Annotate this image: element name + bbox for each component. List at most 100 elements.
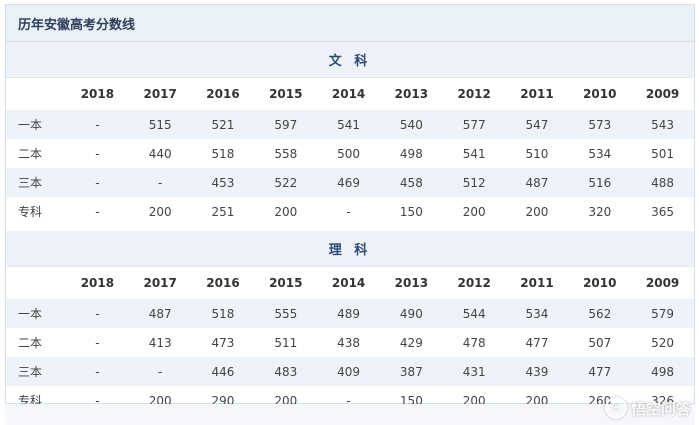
score-cell: 577 (442, 110, 506, 139)
score-cell: 446 (191, 357, 255, 386)
year-header: 2014 (331, 276, 366, 290)
score-cell: 597 (254, 110, 318, 139)
score-cell: - (66, 168, 129, 197)
table-row: 三本 - - 446 483 409 387 431 439 477 498 (6, 357, 694, 386)
score-cell: 507 (588, 335, 612, 350)
score-cell: 413 (148, 335, 172, 350)
year-header: 2010 (583, 276, 617, 290)
score-cell: - (128, 357, 192, 386)
year-header: 2014 (331, 87, 366, 101)
score-cell: 438 (337, 335, 361, 350)
year-header: 2017 (143, 276, 177, 290)
row-label: 三本 (6, 168, 66, 197)
score-cell: 431 (442, 357, 506, 386)
score-cell: 534 (588, 146, 612, 161)
score-cell: 511 (274, 335, 298, 350)
score-cell: 200 (274, 204, 298, 219)
year-header: 2016 (206, 276, 240, 290)
year-header-row: 2018 2017 2016 2015 2014 2013 2012 2011 … (6, 267, 694, 299)
watermark-text: 悟空问答 (630, 399, 691, 418)
year-header: 2015 (269, 276, 303, 290)
score-cell: - (95, 204, 100, 219)
score-cell: 439 (505, 357, 569, 386)
table-row: 一本 - 515 521 597 541 540 577 547 573 543 (6, 110, 694, 139)
corner-cell (6, 78, 66, 110)
score-cell: 453 (191, 168, 255, 197)
score-cell: 429 (399, 335, 423, 350)
score-cell: 469 (317, 168, 380, 197)
score-cell: 490 (379, 299, 443, 328)
score-cell: 562 (568, 299, 632, 328)
score-cell: 487 (505, 168, 569, 197)
score-cell: 498 (631, 357, 694, 386)
score-cell: 489 (317, 299, 380, 328)
score-cell: 473 (211, 335, 235, 350)
year-header: 2011 (520, 87, 554, 101)
score-cell: 547 (505, 110, 569, 139)
row-label: 专科 (18, 205, 43, 219)
score-cell: 251 (211, 204, 235, 219)
year-header: 2009 (645, 87, 680, 101)
score-cell: 579 (631, 299, 694, 328)
score-cell: 200 (148, 204, 172, 219)
table-row: 二本 - 413 473 511 438 429 478 477 507 520 (6, 328, 694, 357)
year-header: 2009 (645, 276, 680, 290)
score-cell: 518 (191, 299, 255, 328)
science-score-table: 2018 2017 2016 2015 2014 2013 2012 2011 … (6, 267, 694, 415)
section-heading-arts: 文 科 (6, 42, 694, 78)
score-cell: 510 (525, 146, 549, 161)
watermark: ✦ 悟空问答 (604, 397, 691, 419)
row-label: 一本 (6, 110, 66, 139)
score-cell: 477 (525, 335, 549, 350)
score-cell: - (66, 299, 129, 328)
year-header: 2012 (457, 276, 491, 290)
score-cell: 541 (317, 110, 380, 139)
row-label: 三本 (6, 357, 66, 386)
row-label: 二本 (18, 336, 43, 350)
score-cell: 440 (148, 146, 172, 161)
score-cell: - (346, 204, 351, 219)
score-cell: 573 (568, 110, 632, 139)
score-cell: 365 (651, 204, 675, 219)
score-cell: 320 (588, 204, 612, 219)
score-cell: 498 (399, 146, 423, 161)
score-cell: 544 (442, 299, 506, 328)
year-header: 2010 (583, 87, 617, 101)
score-cell: 521 (191, 110, 255, 139)
table-row: 二本 - 440 518 558 500 498 541 510 534 501 (6, 139, 694, 168)
score-cell: - (95, 335, 100, 350)
score-cell: 477 (568, 357, 632, 386)
score-cell: 516 (568, 168, 632, 197)
section-heading-science: 理 科 (6, 231, 694, 267)
score-cell: 515 (128, 110, 192, 139)
table-row: 三本 - - 453 522 469 458 512 487 516 488 (6, 168, 694, 197)
wukong-logo-icon: ✦ (604, 397, 627, 419)
score-cell: 458 (379, 168, 443, 197)
year-header: 2013 (394, 276, 429, 290)
score-cell: 409 (317, 357, 380, 386)
score-cell: - (95, 393, 100, 408)
score-cell: - (66, 110, 129, 139)
score-cell: - (95, 146, 100, 161)
year-header-row: 2018 2017 2016 2015 2014 2013 2012 2011 … (6, 78, 694, 110)
year-header: 2015 (269, 87, 303, 101)
score-cell: - (346, 393, 351, 408)
page-title: 历年安徽高考分数线 (6, 5, 694, 42)
score-cell: 518 (211, 146, 235, 161)
year-header: 2016 (206, 87, 240, 101)
score-cell: 501 (651, 146, 675, 161)
year-header: 2018 (80, 87, 115, 101)
score-cell: 483 (254, 357, 318, 386)
row-label: 二本 (18, 147, 43, 161)
corner-cell (6, 267, 66, 299)
score-cell: 540 (379, 110, 443, 139)
score-cell: 500 (337, 146, 361, 161)
score-table-panel: 历年安徽高考分数线 文 科 2018 2017 2016 2015 2014 2… (5, 4, 695, 408)
score-cell: 200 (462, 204, 486, 219)
score-cell: 558 (274, 146, 298, 161)
score-cell: 150 (399, 204, 423, 219)
score-cell: 522 (254, 168, 318, 197)
score-cell: 512 (442, 168, 506, 197)
score-cell: - (66, 357, 129, 386)
table-row: 专科 - 200 251 200 - 150 200 200 320 365 (6, 197, 694, 226)
